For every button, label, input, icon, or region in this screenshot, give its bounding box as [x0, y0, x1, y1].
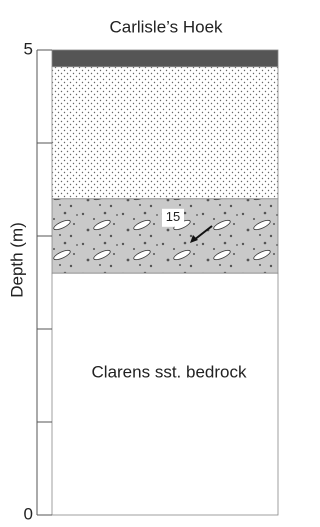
axis-label: Depth (m) — [7, 222, 26, 298]
layer — [52, 50, 278, 67]
tick-label: 5 — [24, 39, 33, 58]
layer — [52, 273, 278, 515]
layer — [52, 67, 278, 199]
tick-label: 0 — [24, 504, 33, 523]
annotation: 15 — [166, 209, 180, 224]
diagram: Carlisle’s Hoek Depth (m) 15 Clarens sst.… — [0, 0, 280, 527]
title: Carlisle’s Hoek — [109, 17, 223, 36]
page: Carlisle’s Hoek Depth (m) 15 Clarens sst.… — [0, 0, 320, 527]
layer-label: Clarens sst. bedrock — [92, 363, 247, 382]
